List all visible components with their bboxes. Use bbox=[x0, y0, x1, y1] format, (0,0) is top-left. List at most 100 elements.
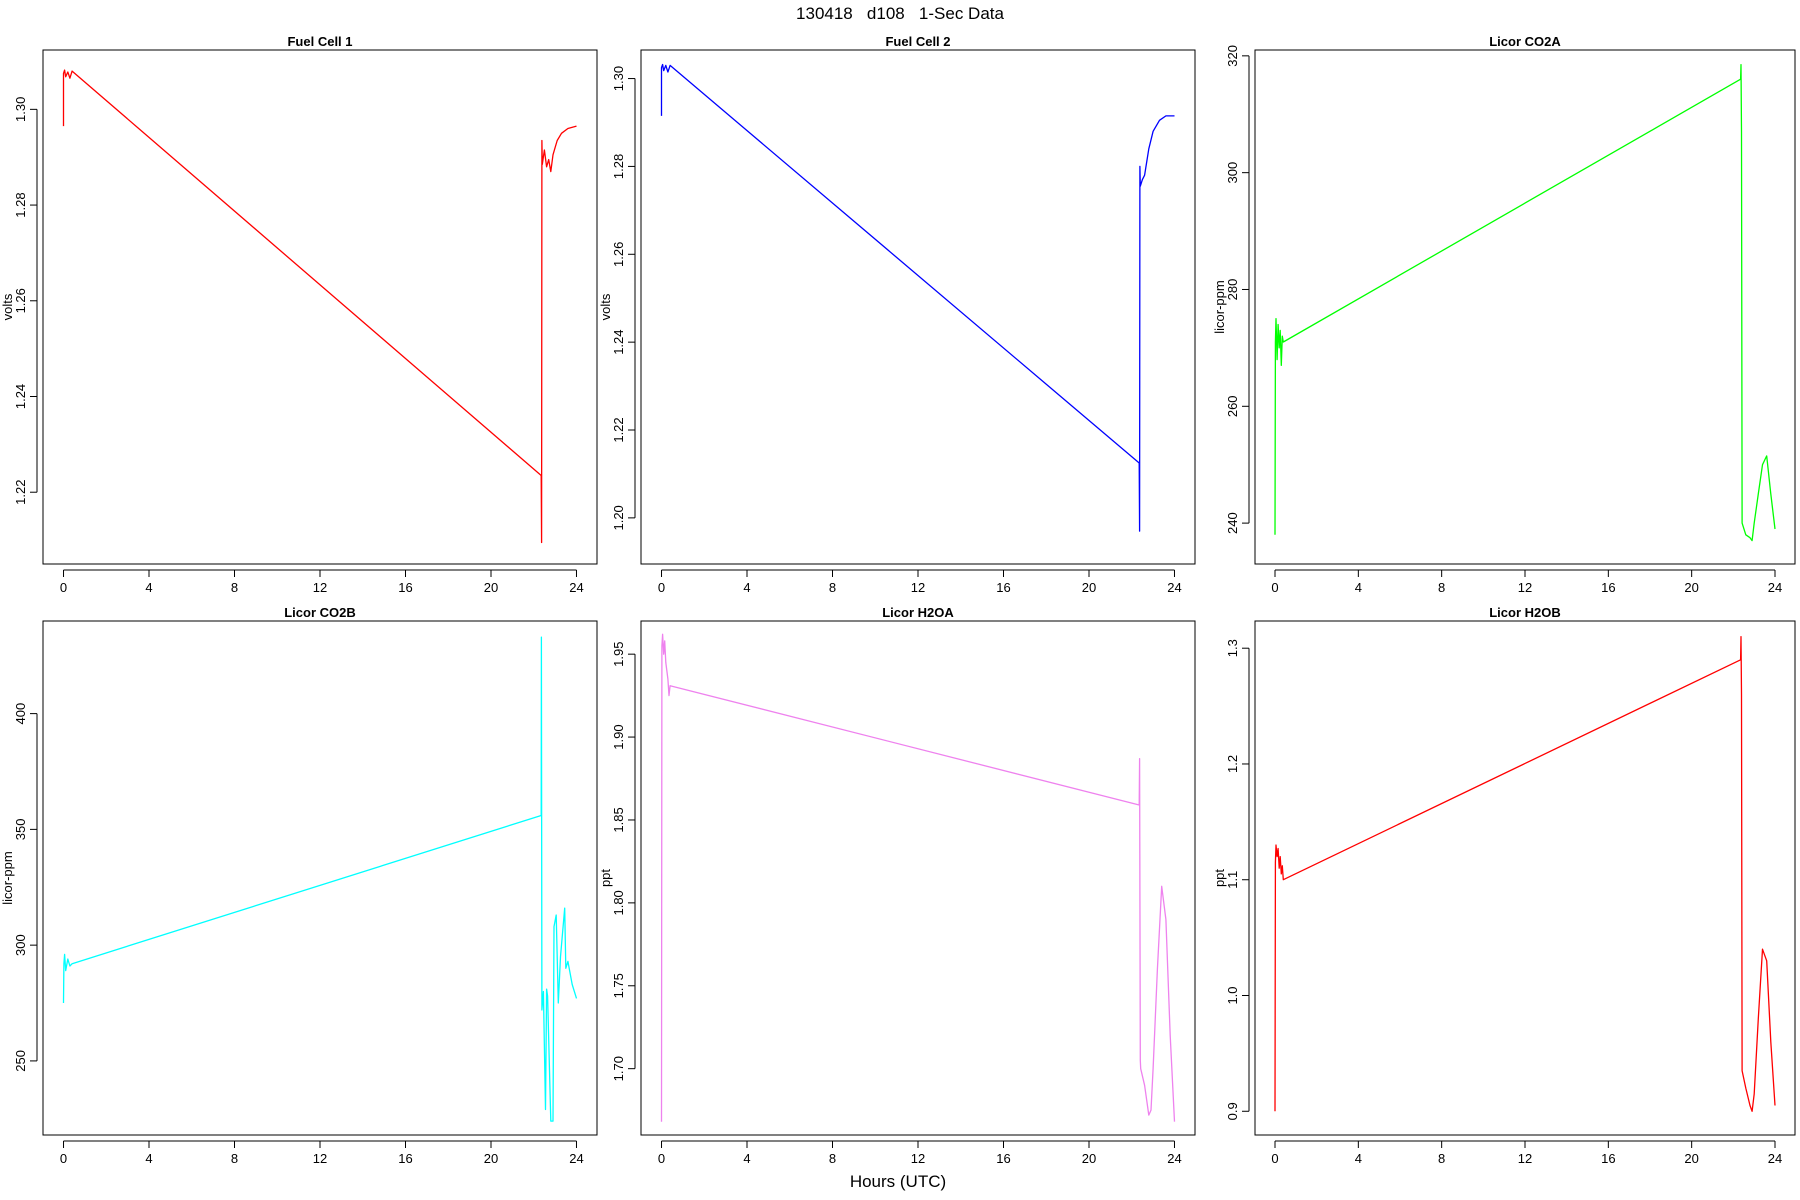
x-tick-label: 24 bbox=[1768, 580, 1782, 595]
x-tick-label: 20 bbox=[1082, 1151, 1096, 1166]
y-tick-label: 1.24 bbox=[611, 329, 626, 354]
plot-frame bbox=[640, 620, 1196, 1136]
chart-panel-3: Licor CO2A 0 4 8 12 16 20 24 240 260 280 300 320 lico… bbox=[1212, 34, 1796, 595]
x-tick-label: 16 bbox=[996, 580, 1010, 595]
panel-title: Licor H2OA bbox=[882, 605, 954, 620]
y-tick-label: 280 bbox=[1225, 279, 1240, 301]
x-tick-label: 12 bbox=[313, 580, 327, 595]
x-tick-label: 20 bbox=[484, 1151, 498, 1166]
chart-panel-5: Licor H2OA 0 4 8 12 16 20 24 1.70 1.75 1.80 1.85 1.9… bbox=[598, 605, 1196, 1166]
x-tick-label: 20 bbox=[1082, 580, 1096, 595]
x-tick-label: 4 bbox=[1355, 580, 1362, 595]
y-tick-label: 0.9 bbox=[1225, 1102, 1240, 1120]
y-tick-label: 1.80 bbox=[611, 890, 626, 915]
panel-title: Fuel Cell 1 bbox=[287, 34, 352, 49]
x-tick-label: 4 bbox=[743, 1151, 750, 1166]
series-line bbox=[62, 636, 578, 1122]
y-tick-label: 240 bbox=[1225, 512, 1240, 534]
y-tick-label: 1.0 bbox=[1225, 986, 1240, 1004]
x-tick-label: 20 bbox=[1684, 1151, 1698, 1166]
x-tick-label: 24 bbox=[569, 580, 583, 595]
x-tick-label: 12 bbox=[1518, 580, 1532, 595]
y-tick-label: 1.22 bbox=[13, 480, 28, 505]
series-line bbox=[1274, 63, 1776, 542]
x-tick-label: 24 bbox=[1167, 1151, 1181, 1166]
panel-title: Licor CO2A bbox=[1489, 34, 1561, 49]
y-tick-label: 1.20 bbox=[611, 505, 626, 530]
y-tick-label: 1.95 bbox=[611, 642, 626, 667]
x-tick-label: 24 bbox=[569, 1151, 583, 1166]
plot-frame bbox=[42, 620, 598, 1136]
x-tick-label: 0 bbox=[60, 580, 67, 595]
y-tick-label: 1.26 bbox=[611, 242, 626, 267]
x-tick-label: 20 bbox=[1684, 580, 1698, 595]
x-tick-label: 0 bbox=[60, 1151, 67, 1166]
y-tick-label: 1.30 bbox=[611, 66, 626, 91]
y-tick-label: 320 bbox=[1225, 45, 1240, 67]
y-tick-label: 250 bbox=[13, 1050, 28, 1072]
x-tick-label: 12 bbox=[313, 1151, 327, 1166]
x-tick-label: 12 bbox=[1518, 1151, 1532, 1166]
y-tick-label: 1.22 bbox=[611, 417, 626, 442]
x-tick-label: 0 bbox=[1271, 580, 1278, 595]
x-tick-label: 8 bbox=[829, 580, 836, 595]
panel-title: Licor CO2B bbox=[284, 605, 356, 620]
y-tick-label: 1.24 bbox=[13, 384, 28, 409]
x-tick-label: 12 bbox=[911, 580, 925, 595]
y-tick-label: 1.28 bbox=[611, 154, 626, 179]
series-line bbox=[62, 69, 577, 544]
chart-panel-2: Fuel Cell 2 0 4 8 12 16 20 24 1.20 1.22 1.24 1.26 1.… bbox=[598, 34, 1196, 595]
y-tick-label: 1.28 bbox=[13, 192, 28, 217]
x-tick-label: 4 bbox=[1355, 1151, 1362, 1166]
x-tick-label: 8 bbox=[231, 580, 238, 595]
x-tick-label: 24 bbox=[1167, 580, 1181, 595]
plot-frame bbox=[1254, 620, 1796, 1136]
x-tick-label: 8 bbox=[829, 1151, 836, 1166]
plot-frame bbox=[42, 49, 598, 565]
y-tick-label: 1.3 bbox=[1225, 639, 1240, 657]
y-tick-label: 350 bbox=[13, 819, 28, 841]
y-axis-label: licor-ppm bbox=[0, 851, 15, 904]
chart-panel-1: Fuel Cell 1 0 4 8 12 16 20 24 1.22 1.24 1.26 1.28 1.… bbox=[0, 34, 598, 595]
y-tick-label: 1.90 bbox=[611, 724, 626, 749]
panel-title: Licor H2OB bbox=[1489, 605, 1561, 620]
x-tick-label: 4 bbox=[743, 580, 750, 595]
y-axis-label: ppt bbox=[1212, 869, 1227, 887]
y-tick-label: 260 bbox=[1225, 395, 1240, 417]
x-tick-label: 16 bbox=[398, 1151, 412, 1166]
y-tick-label: 1.30 bbox=[13, 97, 28, 122]
x-tick-label: 16 bbox=[996, 1151, 1010, 1166]
x-tick-label: 0 bbox=[1271, 1151, 1278, 1166]
y-axis-label: volts bbox=[0, 293, 15, 320]
series-line bbox=[660, 633, 1176, 1122]
x-tick-label: 0 bbox=[658, 580, 665, 595]
y-tick-label: 1.1 bbox=[1225, 871, 1240, 889]
x-tick-label: 4 bbox=[145, 580, 152, 595]
y-axis-label: ppt bbox=[598, 869, 613, 887]
y-tick-label: 300 bbox=[1225, 162, 1240, 184]
x-tick-label: 12 bbox=[911, 1151, 925, 1166]
y-tick-label: 1.70 bbox=[611, 1056, 626, 1081]
x-tick-label: 8 bbox=[231, 1151, 238, 1166]
x-tick-label: 0 bbox=[658, 1151, 665, 1166]
x-tick-label: 20 bbox=[484, 580, 498, 595]
chart-panels: Fuel Cell 10 4 8 12 16 20 241.221.241.261.281.… bbox=[0, 34, 1796, 1166]
x-tick-label: 16 bbox=[1601, 1151, 1615, 1166]
x-tick-label: 4 bbox=[145, 1151, 152, 1166]
x-tick-label: 8 bbox=[1438, 1151, 1445, 1166]
x-tick-label: 16 bbox=[398, 580, 412, 595]
figure-title: 130418 d108 1-Sec Data bbox=[796, 4, 1004, 23]
panel-title: Fuel Cell 2 bbox=[885, 34, 950, 49]
chart-panel-4: Licor CO2B 0 4 8 12 16 20 24 250 300 350 400 licor-p… bbox=[0, 605, 598, 1166]
y-tick-label: 1.2 bbox=[1225, 755, 1240, 773]
x-tick-label: 8 bbox=[1438, 580, 1445, 595]
y-tick-label: 1.85 bbox=[611, 807, 626, 832]
y-tick-label: 1.26 bbox=[13, 288, 28, 313]
y-tick-label: 1.75 bbox=[611, 973, 626, 998]
x-tick-label: 24 bbox=[1768, 1151, 1782, 1166]
plot-frame bbox=[1254, 49, 1796, 565]
chart-panel-6: Licor H2OB 0 4 8 12 16 20 24 0.9 1.0 1.1 1.2 1.3 ppt bbox=[1212, 605, 1796, 1166]
y-tick-label: 300 bbox=[13, 934, 28, 956]
x-tick-label: 16 bbox=[1601, 580, 1615, 595]
